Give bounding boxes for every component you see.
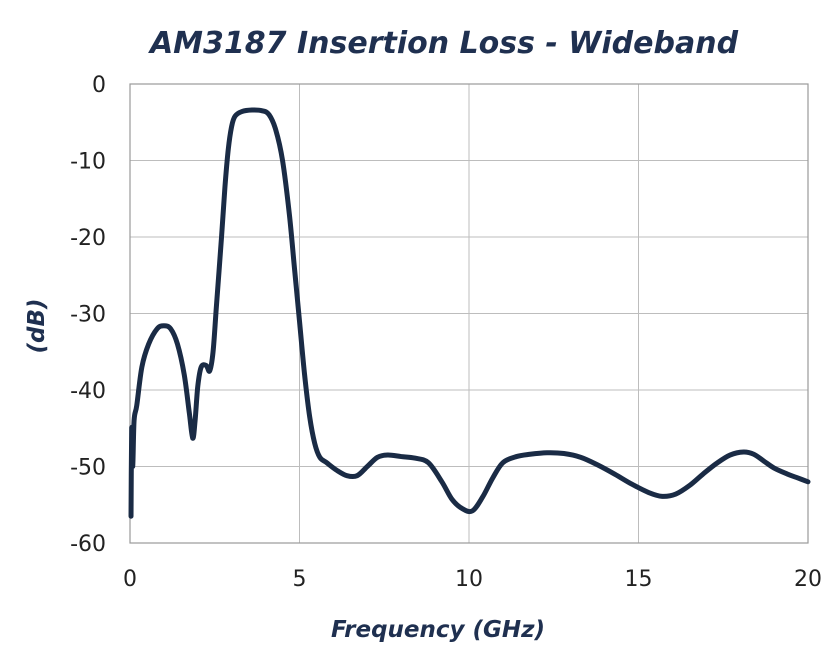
series-data-point [141, 366, 142, 367]
y-tick-label: -30 [70, 303, 106, 328]
y-tick-label: -60 [70, 532, 106, 557]
series-data-point [163, 325, 164, 326]
y-tick-label: -40 [70, 379, 106, 404]
series-data-point [136, 405, 137, 406]
series-data-point [367, 466, 368, 467]
series-data-point [401, 456, 402, 457]
series-data-point [807, 481, 808, 482]
series-data-point [170, 328, 171, 329]
series-data-point [282, 160, 283, 161]
series-data-point [209, 370, 210, 371]
x-tick-label: 10 [455, 567, 483, 592]
series-data-point [212, 351, 213, 352]
series-data-point [184, 374, 185, 375]
series-data-point [189, 412, 190, 413]
series-data-point [157, 328, 158, 329]
series-data-point [294, 267, 295, 268]
series-data-point [763, 461, 764, 462]
series-data-point [231, 125, 232, 126]
series-data-point [729, 454, 730, 455]
x-axis-title: Frequency (GHz) [331, 617, 545, 643]
series-data-point [648, 492, 649, 493]
series-data-point [201, 366, 202, 367]
series-data-point [326, 462, 327, 463]
series-data-point [702, 474, 703, 475]
series-data-point [130, 516, 131, 517]
series-data-point [441, 481, 442, 482]
y-tick-label: -50 [70, 456, 106, 481]
series-data-point [234, 116, 235, 117]
series-data-point [262, 110, 263, 111]
series-data-point [194, 420, 195, 421]
x-axis-ticks: 0 5 10 15 20 [123, 567, 822, 592]
series-data-point [377, 457, 378, 458]
series-data-point [502, 462, 503, 463]
series-data-point [462, 508, 463, 509]
series-data-point [472, 510, 473, 511]
series-data-point [314, 443, 315, 444]
y-tick-label: -20 [70, 226, 106, 251]
series-data-point [787, 474, 788, 475]
series-data-point [387, 454, 388, 455]
series-data-point [299, 321, 300, 322]
series-data-point [743, 451, 744, 452]
series-data-point [662, 496, 663, 497]
series-data-point [689, 485, 690, 486]
x-tick-label: 20 [794, 567, 822, 592]
series-data-point [197, 386, 198, 387]
series-data-point [675, 493, 676, 494]
series-data-point [132, 466, 133, 467]
series-data-point [716, 463, 717, 464]
series-data-point [428, 462, 429, 463]
insertion-loss-series-line [128, 107, 811, 519]
series-data-point [631, 483, 632, 484]
series-layer [128, 107, 811, 519]
series-data-point [268, 114, 269, 115]
y-axis-title: (dB) [24, 298, 50, 353]
series-data-point [597, 464, 598, 465]
chart-title: AM3187 Insertion Loss - Wideband [148, 26, 739, 61]
y-tick-label: 0 [92, 73, 106, 98]
series-data-point [357, 475, 358, 476]
series-data-point [221, 236, 222, 237]
series-data-point [516, 456, 517, 457]
series-data-point [289, 213, 290, 214]
x-tick-label: 0 [123, 567, 137, 592]
series-data-point [753, 454, 754, 455]
series-data-point [336, 470, 337, 471]
series-data-point [482, 497, 483, 498]
series-data-point [251, 109, 252, 110]
series-data-point [148, 344, 149, 345]
series-data-point [774, 467, 775, 468]
series-data-point [563, 453, 564, 454]
series-data-point [414, 457, 415, 458]
series-data-point [177, 344, 178, 345]
y-axis-ticks: 0 -10 -20 -30 -40 -50 -60 [70, 73, 106, 557]
series-data-point [131, 428, 132, 429]
series-data-point [133, 420, 134, 421]
series-data-point [206, 365, 207, 366]
series-data-point [451, 499, 452, 500]
series-data-point [797, 477, 798, 478]
series-data-point [241, 111, 242, 112]
series-data-point [216, 305, 217, 306]
series-data-point [304, 374, 305, 375]
series-data-point [580, 457, 581, 458]
series-data-point [346, 475, 347, 476]
x-tick-label: 15 [625, 567, 653, 592]
series-data-point [529, 454, 530, 455]
series-data-point [228, 148, 229, 149]
y-tick-label: -10 [70, 150, 106, 175]
series-data-point [224, 187, 225, 188]
x-tick-label: 5 [293, 567, 307, 592]
series-data-point [614, 474, 615, 475]
series-data-point [192, 438, 193, 439]
series-data-point [275, 129, 276, 130]
series-data-point [546, 452, 547, 453]
series-data-point [309, 416, 310, 417]
series-data-point [319, 457, 320, 458]
series-data-point [492, 477, 493, 478]
plot-area-border [129, 83, 809, 544]
